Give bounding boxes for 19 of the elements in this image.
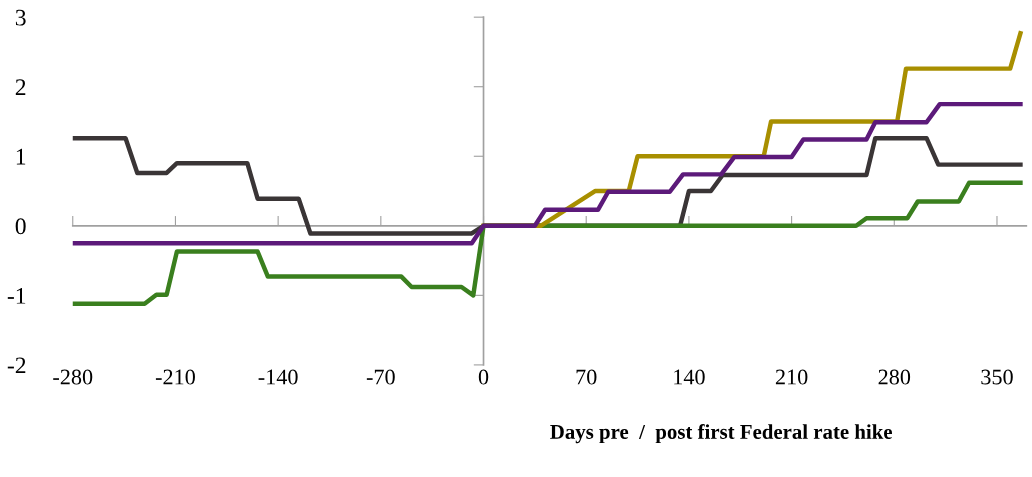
x-tick-label: -140 <box>258 369 298 385</box>
x-tick-label: -280 <box>53 369 93 385</box>
y-tick-label: 2 <box>15 79 26 95</box>
x-tick-label: 350 <box>981 369 1013 385</box>
y-tick-label: -1 <box>7 287 26 304</box>
y-tick-label: 1 <box>16 148 26 165</box>
x-axis-title: Days pre / post first Federal rate hike <box>550 424 893 444</box>
x-tick-label: 210 <box>775 369 808 385</box>
y-tick-label: 3 <box>15 9 26 26</box>
line-series <box>72 101 1023 246</box>
x-tick-label: 0 <box>478 369 489 385</box>
line-series <box>72 180 1023 306</box>
x-tick-label: -210 <box>155 369 195 385</box>
x-tick-label: 70 <box>576 369 597 385</box>
x-tick-label: -70 <box>366 369 395 385</box>
y-tick-label: -2 <box>7 357 26 374</box>
x-tick-label: 280 <box>878 369 911 385</box>
x-tick-label: 140 <box>674 369 705 385</box>
y-tick-label: 0 <box>15 218 26 235</box>
